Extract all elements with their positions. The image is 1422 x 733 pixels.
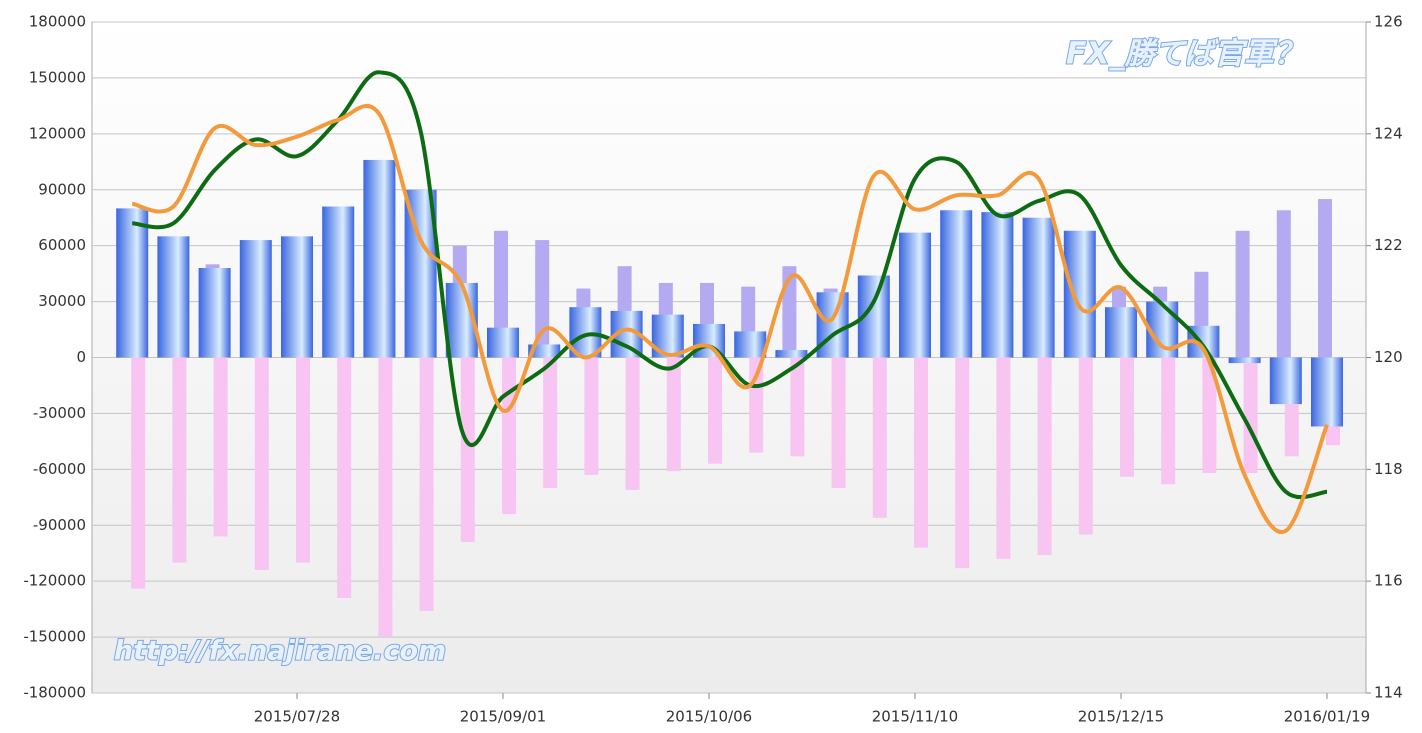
bar: [584, 357, 599, 475]
bar: [172, 357, 187, 563]
y-tick-label: 0: [76, 348, 86, 366]
bar: [487, 327, 519, 358]
bar: [666, 357, 681, 472]
bar: [296, 357, 310, 563]
x-tick-label: 2015/12/15: [1078, 708, 1164, 726]
bar: [708, 357, 722, 464]
bar: [281, 236, 313, 358]
y2-tick-label: 122: [1374, 236, 1403, 254]
bar: [1037, 357, 1052, 556]
y2-tick-label: 116: [1374, 572, 1403, 590]
bar: [1269, 357, 1302, 405]
bar: [775, 350, 808, 358]
bar: [816, 292, 849, 358]
bar: [981, 212, 1014, 358]
bar: [1078, 357, 1093, 535]
y2-tick-label: 124: [1374, 124, 1403, 142]
y-tick-label: 180000: [29, 13, 86, 31]
bar: [996, 357, 1011, 559]
bar: [1228, 357, 1261, 364]
watermark: http://fx.najirane.com: [114, 636, 446, 667]
bar: [337, 357, 352, 598]
bar: [790, 357, 805, 457]
bar: [157, 236, 190, 358]
bar: [899, 232, 931, 358]
bar: [914, 357, 928, 548]
bar: [198, 268, 231, 358]
bar: [1120, 357, 1134, 477]
line: [131, 103, 1329, 535]
bar: [1022, 217, 1055, 358]
bar: [131, 357, 146, 589]
y-tick-label: -150000: [23, 628, 86, 646]
bar: [1063, 230, 1096, 358]
y-tick-label: -60000: [33, 460, 86, 478]
y-tick-label: 60000: [38, 236, 86, 254]
bar: [502, 357, 516, 515]
bar: [872, 357, 887, 518]
bar: [1243, 357, 1258, 474]
y-tick-label: 120000: [29, 124, 86, 142]
bar: [1276, 210, 1291, 358]
y-tick-label: -90000: [33, 516, 86, 534]
bar: [955, 357, 970, 569]
x-tick-label: 2015/10/06: [666, 708, 752, 726]
y-tick-label: -30000: [33, 404, 86, 422]
x-tick-label: 2015/11/10: [872, 708, 958, 726]
x-tick-label: 2016/01/19: [1284, 708, 1370, 726]
y2-tick-label: 120: [1374, 348, 1403, 366]
bar: [543, 357, 558, 488]
x-tick-label: 2015/07/28: [254, 708, 340, 726]
x-tick-label: 2015/09/01: [460, 708, 546, 726]
bar: [625, 357, 640, 490]
bar: [1202, 357, 1217, 474]
y-tick-label: -180000: [23, 684, 86, 702]
y-tick-label: 30000: [38, 292, 86, 310]
bar: [363, 159, 396, 358]
bar: [254, 357, 269, 570]
y-tick-label: -120000: [23, 572, 86, 590]
bar: [1105, 307, 1137, 358]
bar: [419, 357, 434, 611]
bar: [494, 230, 508, 358]
bar: [1318, 199, 1332, 358]
bar: [1235, 230, 1250, 358]
y2-tick-label: 126: [1374, 13, 1403, 31]
bar: [116, 208, 149, 358]
bar: [378, 357, 393, 638]
bar: [404, 189, 437, 358]
y-tick-label: 90000: [38, 180, 86, 198]
bar: [940, 210, 973, 358]
bar: [1311, 357, 1343, 427]
watermark: FX_勝てば官軍？: [1066, 37, 1304, 72]
y-tick-label: 150000: [29, 68, 86, 86]
y2-tick-label: 118: [1374, 460, 1403, 478]
bar: [1161, 357, 1176, 485]
bar: [239, 240, 272, 358]
bar: [734, 331, 767, 358]
y2-tick-label: 114: [1374, 684, 1403, 702]
bar: [460, 357, 475, 543]
bar: [213, 357, 228, 537]
bar: [322, 206, 355, 358]
bar: [831, 357, 846, 488]
bar: [528, 344, 561, 358]
